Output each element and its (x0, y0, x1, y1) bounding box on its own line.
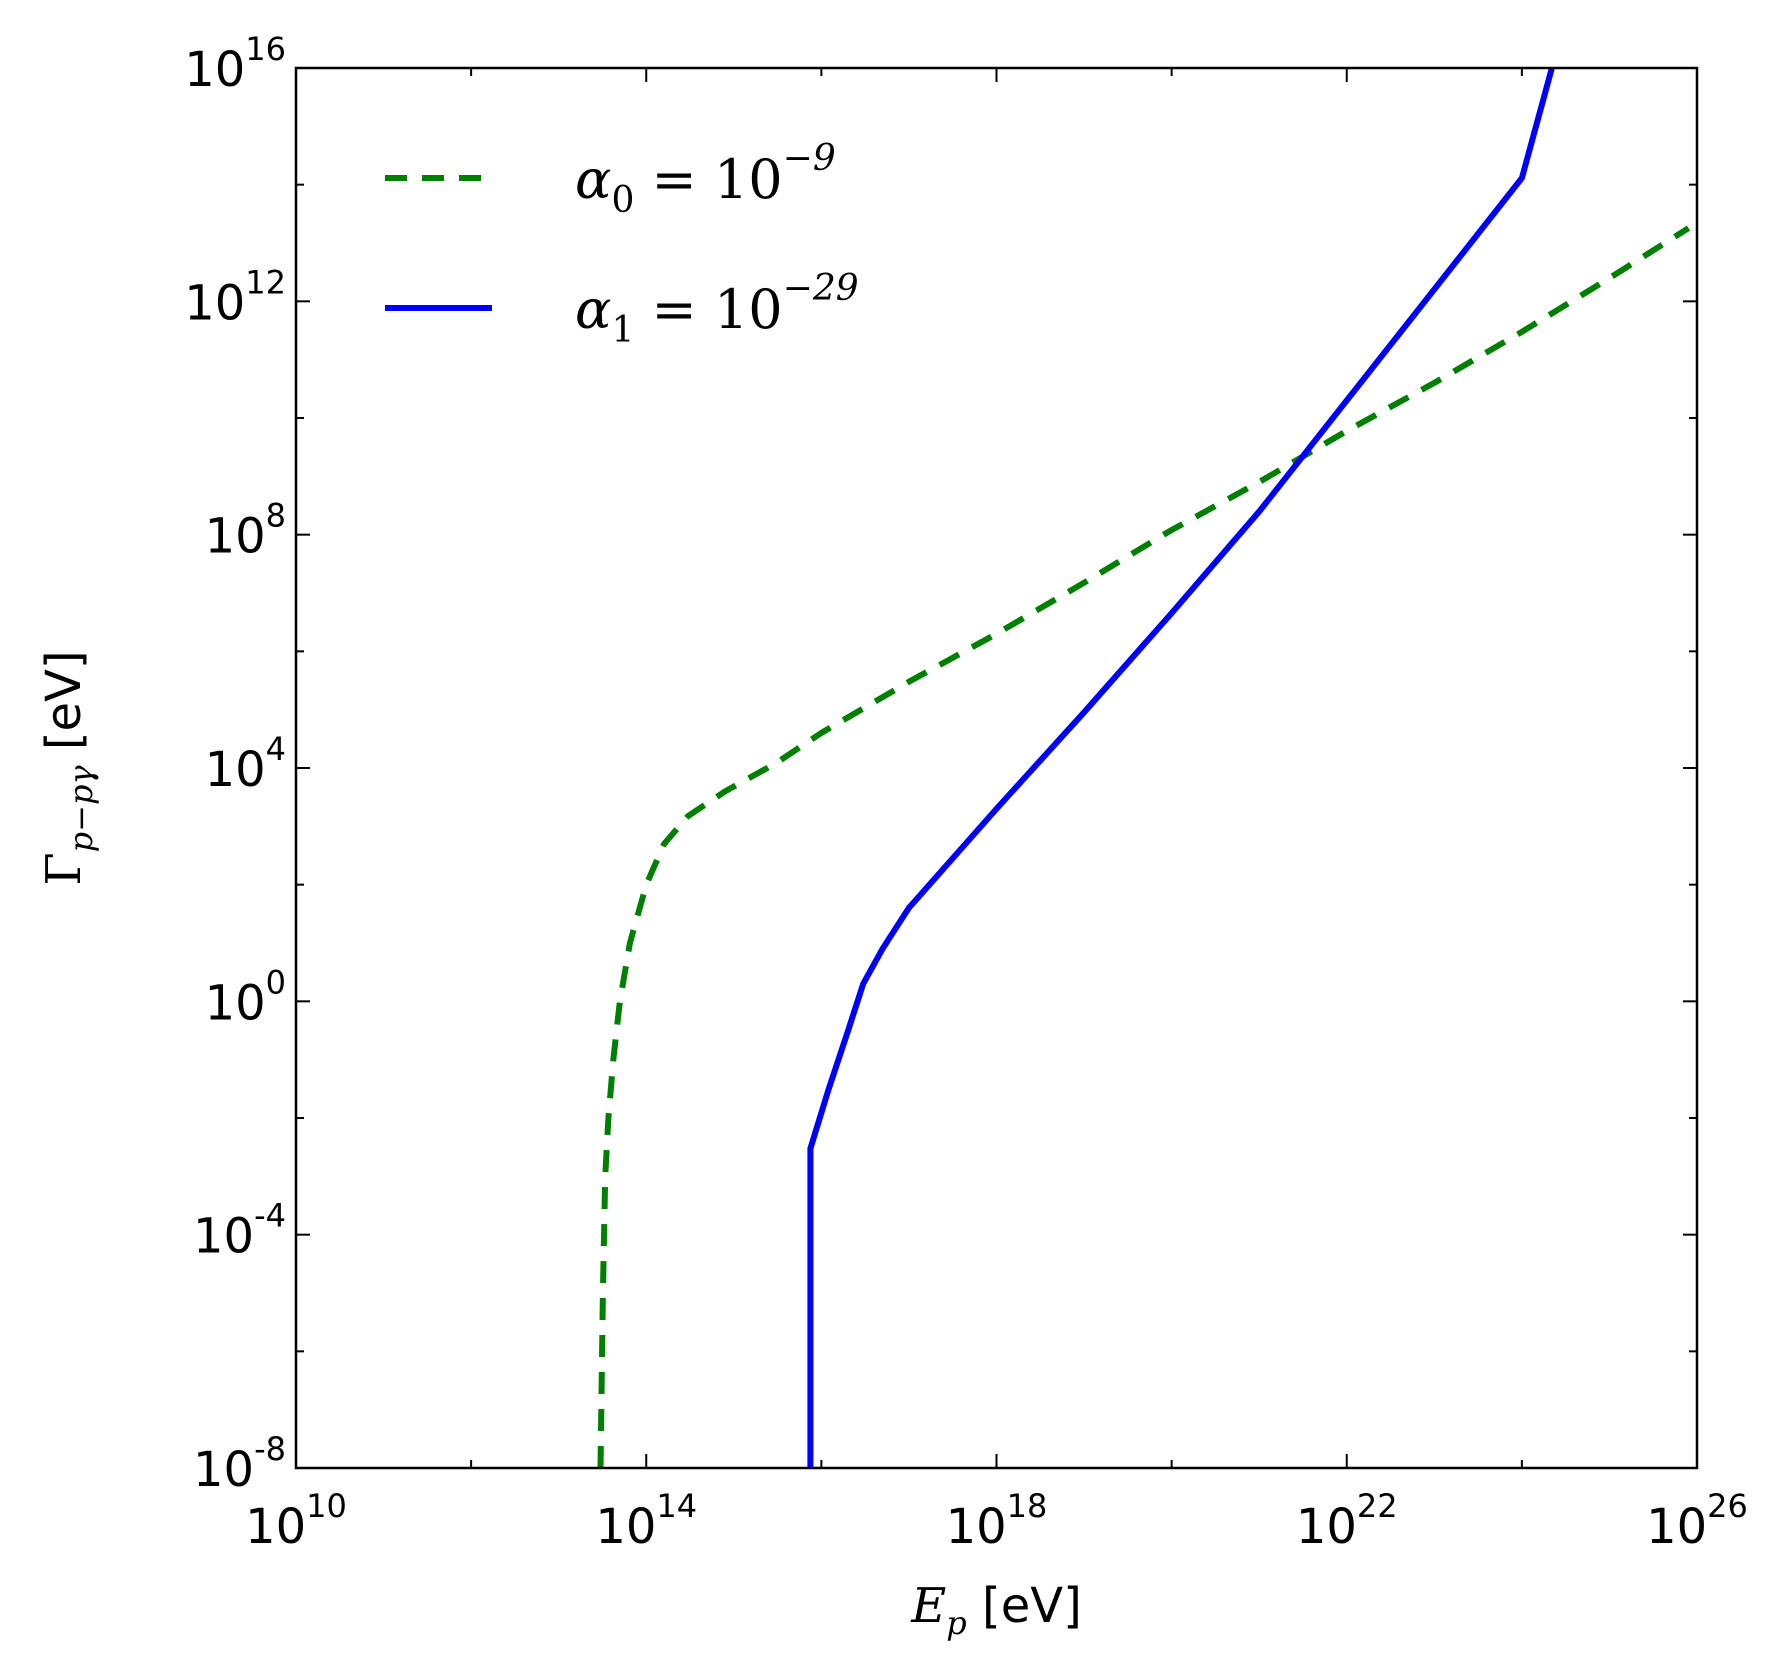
legend-label-1: α1 = 10−29 (575, 268, 859, 351)
series-line-0 (597, 225, 1691, 1468)
x-axis-label: Ep [eV] (910, 1578, 1082, 1642)
series-line-1 (807, 68, 1555, 1468)
y-tick-label: 104 (205, 730, 286, 798)
x-tick-label: 1022 (1296, 1487, 1398, 1555)
y-tick-label: 10-4 (193, 1197, 286, 1265)
y-axis-label: Γp−pγ [eV] (36, 650, 100, 885)
x-tick-label: 1026 (1646, 1487, 1748, 1555)
series-group (597, 68, 1691, 1468)
plot-frame (294, 66, 1699, 1470)
legend: α0 = 10−9 α1 = 10−29 (385, 138, 859, 351)
y-tick-label: 108 (205, 497, 286, 565)
legend-label-0: α0 = 10−9 (575, 138, 836, 221)
axes: 1010 1014 1018 1022 1026 10-8 10-4 100 104 108 101… (36, 30, 1748, 1642)
plot-area (597, 68, 1691, 1468)
y-tick-label: 100 (205, 963, 286, 1031)
y-tick-label: 1012 (184, 263, 286, 331)
x-tick-label: 1010 (245, 1487, 347, 1555)
x-tick-label: 1014 (595, 1487, 697, 1555)
x-tick-label: 1018 (946, 1487, 1048, 1555)
y-tick-label: 10-8 (193, 1430, 286, 1498)
y-tick-label: 1016 (184, 30, 286, 98)
